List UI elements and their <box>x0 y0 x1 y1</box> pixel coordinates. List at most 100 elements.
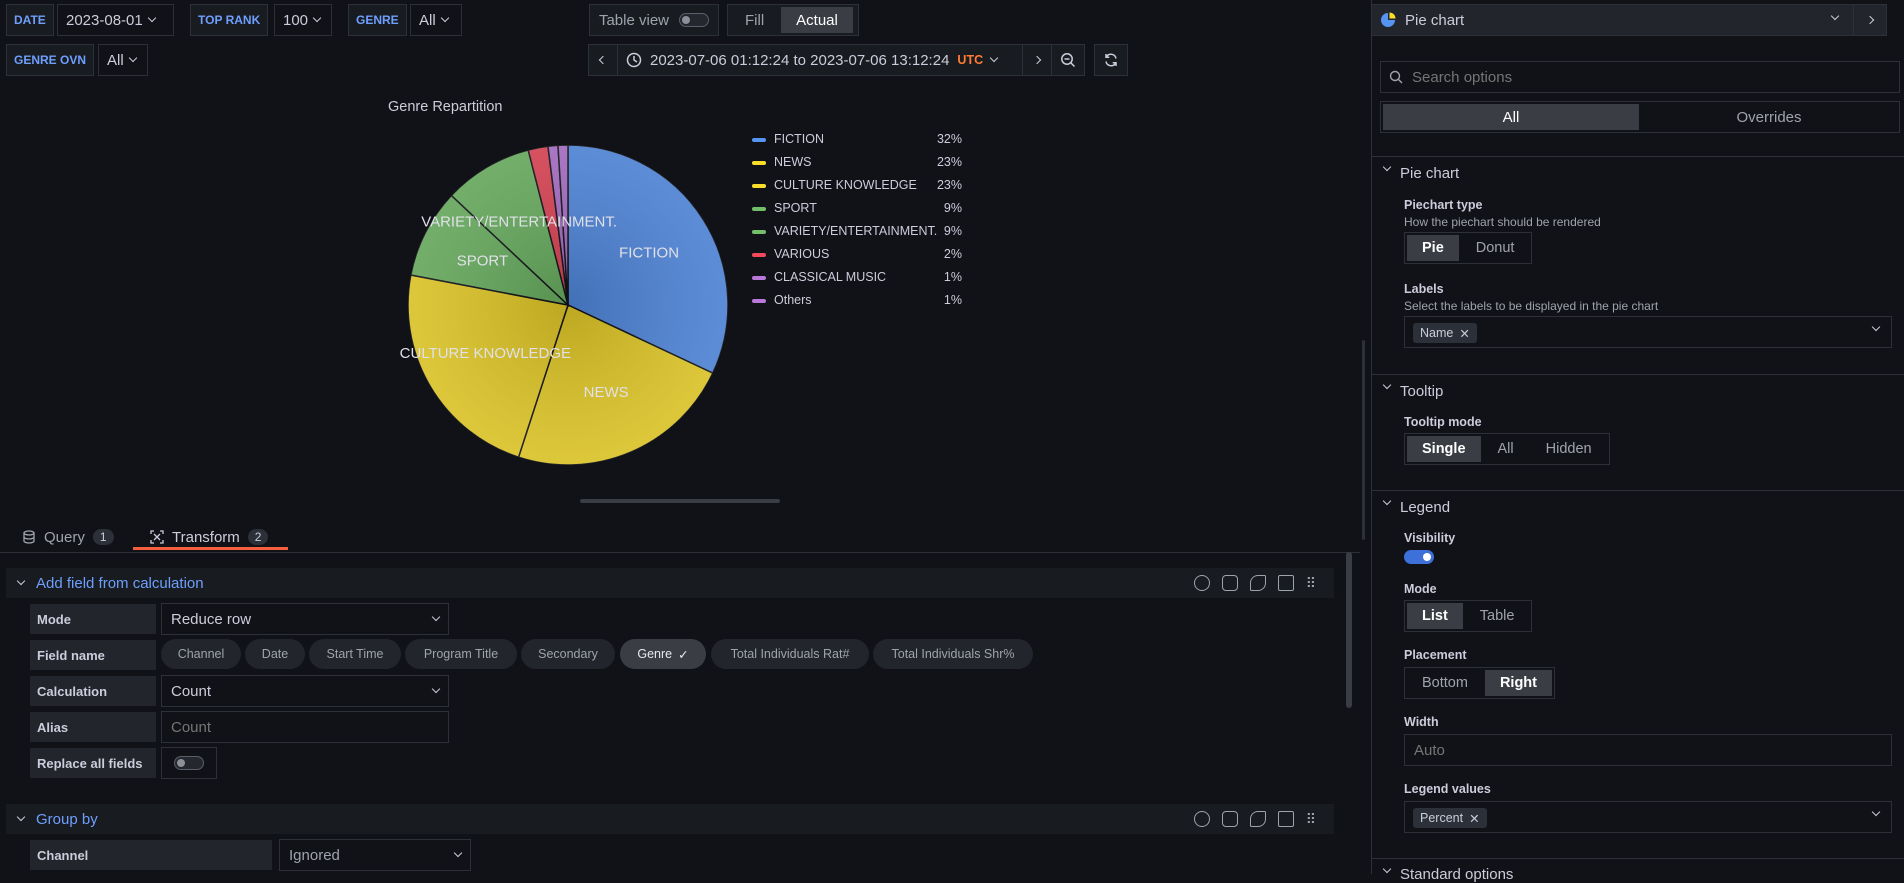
tabs-divider <box>0 552 1360 553</box>
field-pill-secondary[interactable]: Secondary <box>521 639 615 669</box>
legend-item-classical-music[interactable]: CLASSICAL MUSIC 1% <box>752 269 962 289</box>
replace-all-fields-switch[interactable] <box>174 756 204 770</box>
tooltip-mode-hidden[interactable]: Hidden <box>1531 436 1607 462</box>
chevron-down-icon[interactable] <box>1383 381 1391 389</box>
info-icon[interactable] <box>1194 811 1210 827</box>
split-pane-handle[interactable] <box>1362 340 1365 540</box>
visualization-picker[interactable]: Pie chart <box>1371 4 1887 36</box>
drag-handle-icon[interactable]: ⠿ <box>1306 575 1316 591</box>
variable-select-genre[interactable]: All <box>410 4 462 36</box>
field-pill-date[interactable]: Date <box>245 639 305 669</box>
trash-icon[interactable] <box>1278 811 1294 827</box>
variable-select-date[interactable]: 2023-08-01 <box>57 4 174 36</box>
debug-icon[interactable] <box>1222 811 1238 827</box>
legend-item-various[interactable]: VARIOUS 2% <box>752 246 962 266</box>
legend-name: VARIOUS <box>774 247 829 261</box>
legend-swatch <box>752 276 766 280</box>
variable-select-genre-ovn[interactable]: All <box>98 44 148 76</box>
transform-scrollbar[interactable] <box>1346 552 1352 708</box>
field-pill-genre[interactable]: Genre ✓ <box>620 639 706 669</box>
drag-handle-icon[interactable]: ⠿ <box>1306 811 1316 827</box>
piechart-type-pie[interactable]: Pie <box>1407 235 1459 261</box>
refresh-button[interactable] <box>1094 44 1128 76</box>
legend-item-variety-entertainment[interactable]: VARIETY/ENTERTAINMENT. 9% <box>752 223 962 243</box>
chevron-down-icon <box>17 813 25 821</box>
alias-input[interactable] <box>161 711 449 743</box>
tooltip-mode-single[interactable]: Single <box>1407 436 1481 462</box>
remove-chip-icon[interactable]: ✕ <box>1469 811 1479 826</box>
collapse-panel-icon[interactable] <box>1866 16 1874 24</box>
chevron-down-icon[interactable] <box>1383 497 1391 505</box>
debug-icon[interactable] <box>1222 575 1238 591</box>
field-pill-total-individuals-shr[interactable]: Total Individuals Shr% <box>873 639 1033 669</box>
time-forward-button[interactable] <box>1022 44 1052 76</box>
search-options-box[interactable] <box>1380 61 1900 93</box>
all-options-tab[interactable]: All <box>1383 104 1639 130</box>
legend-percent: 1% <box>944 293 962 307</box>
time-back-button[interactable] <box>588 44 618 76</box>
section-standard-options[interactable]: Standard options <box>1400 866 1513 883</box>
eye-icon[interactable] <box>1250 811 1266 827</box>
alias-label: Alias <box>30 712 156 742</box>
labels-multiselect[interactable]: Name ✕ <box>1404 316 1892 348</box>
transform-header-add-field[interactable]: Add field from calculation ⠿ <box>6 568 1334 598</box>
table-view-switch[interactable] <box>679 13 709 27</box>
calculation-select[interactable]: Count <box>161 675 449 707</box>
section-pie-chart[interactable]: Pie chart <box>1400 165 1459 182</box>
field-pill-start-time[interactable]: Start Time <box>309 639 401 669</box>
legend-item-others[interactable]: Others 1% <box>752 292 962 312</box>
panel-resize-handle[interactable] <box>580 499 780 503</box>
variable-select-top-rank[interactable]: 100 <box>274 4 332 36</box>
mode-value: Reduce row <box>171 611 251 628</box>
table-view-toggle[interactable]: Table view <box>589 4 719 36</box>
pie-chart[interactable]: FICTION NEWS CULTURE KNOWLEDGE SPORT VARIETY… <box>395 140 745 470</box>
remove-chip-icon[interactable]: ✕ <box>1459 326 1469 341</box>
legend-placement-bottom[interactable]: Bottom <box>1407 670 1483 696</box>
fill-option[interactable]: Fill <box>730 7 779 33</box>
actual-option[interactable]: Actual <box>781 7 853 33</box>
legend-swatch <box>752 299 766 303</box>
overrides-tab[interactable]: Overrides <box>1641 104 1897 130</box>
group-by-channel-select[interactable]: Ignored <box>279 839 471 871</box>
piechart-type-label: Piechart type <box>1404 198 1483 212</box>
legend-visibility-switch[interactable] <box>1404 550 1434 564</box>
chevron-down-icon <box>432 685 440 693</box>
tooltip-mode-all[interactable]: All <box>1483 436 1529 462</box>
time-range-picker[interactable]: 2023-07-06 01:12:24 to 2023-07-06 13:12:… <box>617 44 1023 76</box>
legend-width-input[interactable] <box>1404 734 1892 766</box>
pie-label-variety-entertainment: VARIETY/ENTERTAINMENT. <box>421 213 617 230</box>
transform-icon <box>150 530 164 544</box>
piechart-type-donut[interactable]: Donut <box>1461 235 1530 261</box>
mode-select[interactable]: Reduce row <box>161 603 449 635</box>
section-divider <box>1371 374 1904 375</box>
pie-label-culture-knowledge: CULTURE KNOWLEDGE <box>400 345 571 362</box>
info-icon[interactable] <box>1194 575 1210 591</box>
replace-all-fields-toggle[interactable] <box>161 747 217 779</box>
tab-query[interactable]: Query 1 <box>22 520 114 554</box>
legend-placement-right[interactable]: Right <box>1485 670 1552 696</box>
field-pill-channel[interactable]: Channel <box>161 639 241 669</box>
zoom-out-button[interactable] <box>1051 44 1085 76</box>
pie-chart-icon <box>1380 12 1396 28</box>
section-tooltip[interactable]: Tooltip <box>1400 383 1443 400</box>
options-panel-border <box>1371 0 1372 874</box>
legend-item-culture-knowledge[interactable]: CULTURE KNOWLEDGE 23% <box>752 177 962 197</box>
search-options-input[interactable] <box>1410 68 1890 87</box>
legend-mode-list[interactable]: List <box>1407 603 1463 629</box>
legend-item-news[interactable]: NEWS 23% <box>752 154 962 174</box>
transform-header-group-by[interactable]: Group by ⠿ <box>6 804 1334 834</box>
legend-item-sport[interactable]: SPORT 9% <box>752 200 962 220</box>
trash-icon[interactable] <box>1278 575 1294 591</box>
legend-mode-table[interactable]: Table <box>1465 603 1530 629</box>
chevron-down-icon[interactable] <box>1383 163 1391 171</box>
eye-icon[interactable] <box>1250 575 1266 591</box>
field-pill-program-title[interactable]: Program Title <box>405 639 517 669</box>
legend-name: VARIETY/ENTERTAINMENT. <box>774 224 937 238</box>
chevron-down-icon[interactable] <box>1383 865 1391 873</box>
legend-values-multiselect[interactable]: Percent ✕ <box>1404 801 1892 833</box>
chevron-down-icon <box>313 14 321 22</box>
tooltip-mode-label: Tooltip mode <box>1404 415 1482 429</box>
field-pill-total-individuals-rat[interactable]: Total Individuals Rat# <box>711 639 869 669</box>
section-legend[interactable]: Legend <box>1400 499 1450 516</box>
legend-item-fiction[interactable]: FICTION 32% <box>752 131 962 151</box>
